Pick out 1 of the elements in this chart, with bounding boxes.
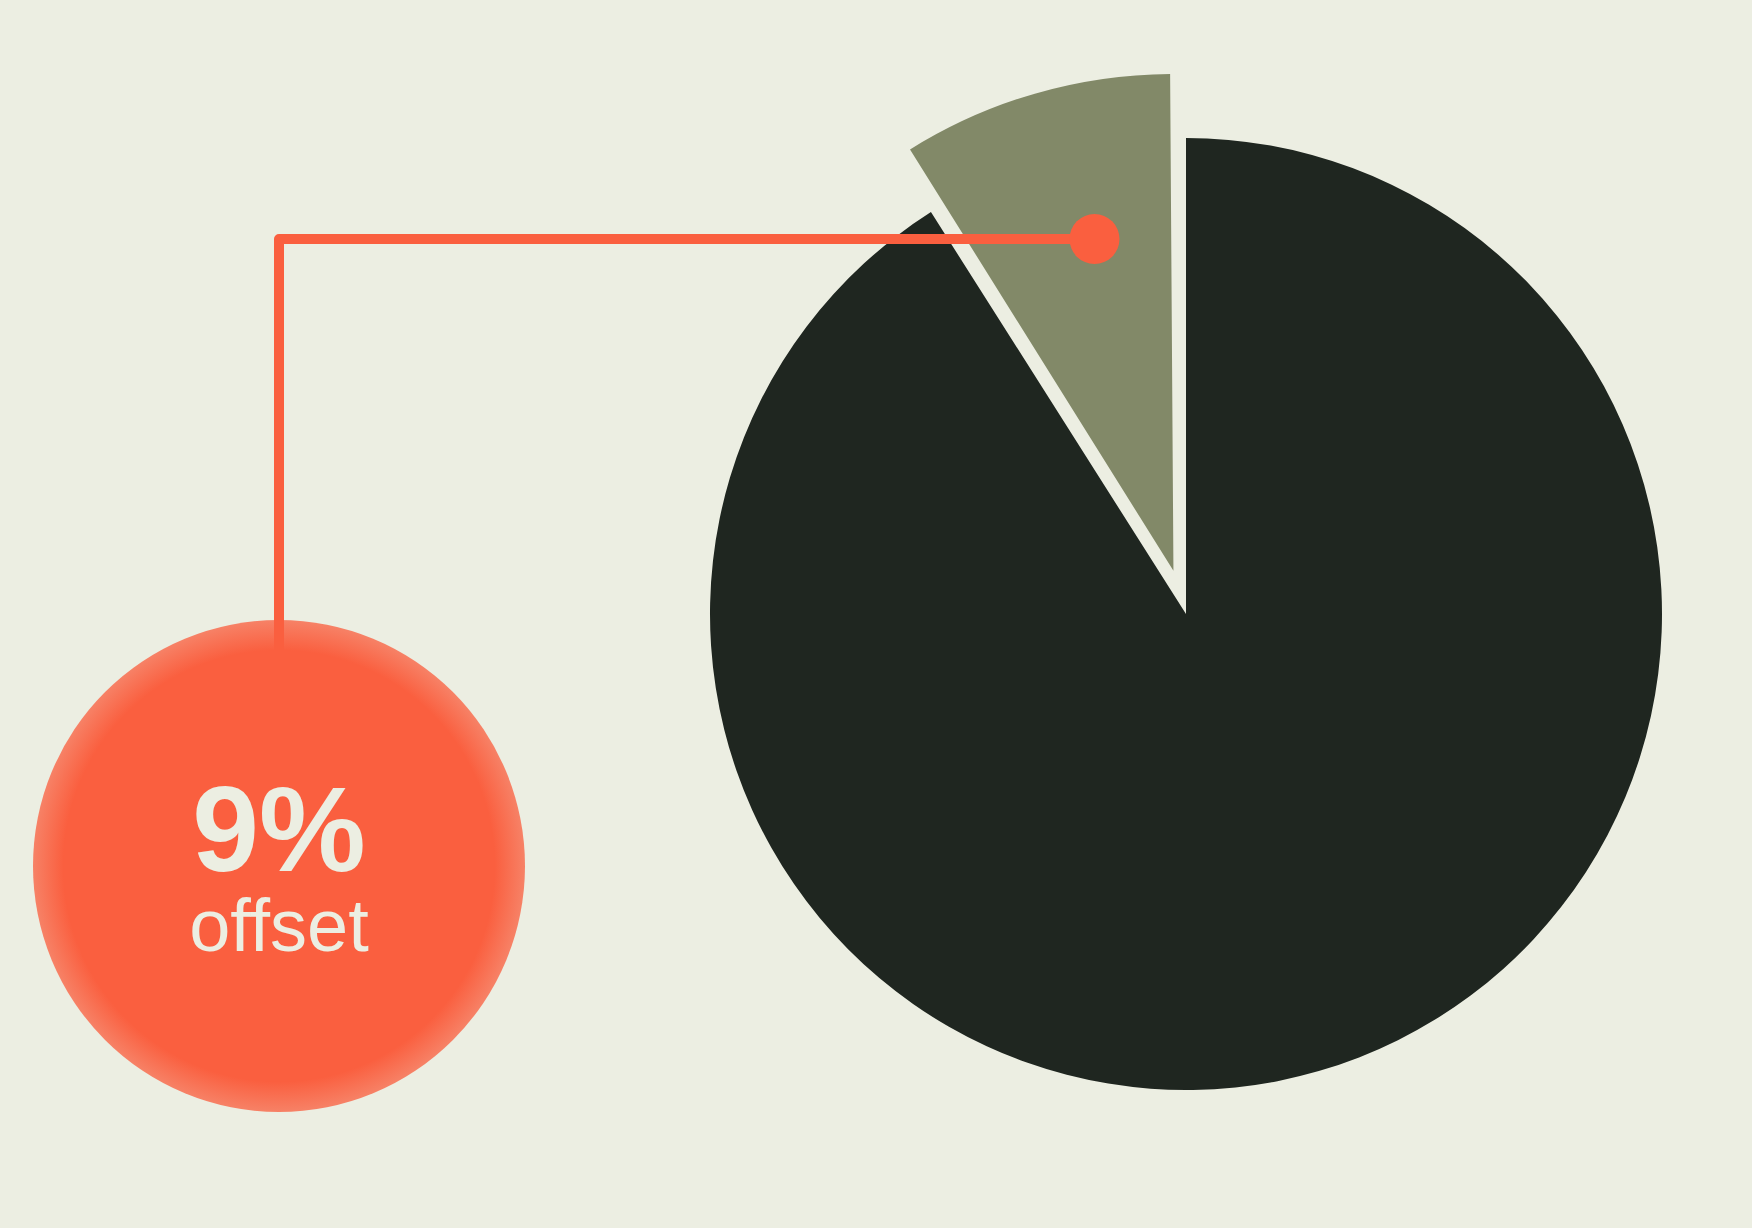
badge-circle: 9% offset (33, 620, 525, 1112)
